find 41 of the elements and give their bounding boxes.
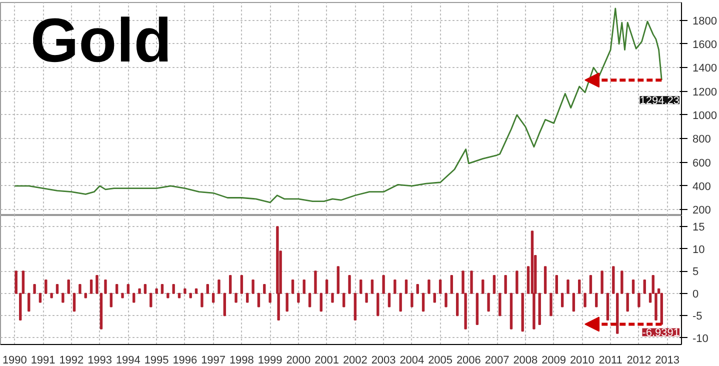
x-tick-label: 1998: [229, 354, 254, 366]
y-tick-label: 1800: [692, 15, 717, 28]
x-tick-label: 2007: [484, 354, 510, 366]
x-tick-label: 2011: [598, 354, 622, 366]
x-tick-label: 2003: [371, 354, 396, 366]
x-tick-label: 1991: [30, 354, 56, 366]
y-tick-label: 800: [692, 134, 711, 146]
x-tick-label: 1992: [59, 354, 84, 366]
y-tick-label: 1000: [692, 110, 717, 122]
y-tick-label: 0: [692, 288, 699, 300]
x-tick-label: 2002: [342, 354, 368, 366]
x-tick-label: 1996: [172, 354, 198, 366]
x-tick-label: 2004: [400, 354, 424, 366]
y-tick-label: 1200: [692, 86, 717, 98]
y-tick-label: 15: [692, 222, 705, 234]
x-tick-label: 2001: [314, 354, 340, 366]
x-tick-label: 2010: [570, 354, 594, 366]
y-tick-label: -5: [692, 310, 702, 323]
annotation: -6.9391: [642, 327, 680, 340]
x-tick-label: 2000: [286, 354, 311, 366]
x-tick-label: 1990: [2, 354, 27, 366]
x-tick-label: 1997: [201, 354, 226, 366]
y-tick-label: 1400: [692, 62, 717, 75]
y-tick-label: 600: [692, 157, 711, 170]
y-tick-label: 200: [692, 204, 711, 217]
y-tick-label: 1600: [692, 38, 717, 51]
y-tick-label: -10: [692, 332, 708, 345]
y-tick-label: 5: [692, 266, 699, 278]
x-tick-label: 2008: [513, 354, 538, 366]
x-tick-label: 1993: [88, 354, 112, 366]
x-tick-label: 2009: [542, 354, 566, 366]
x-tick-label: 2012: [626, 354, 652, 366]
x-tick-label: 1999: [258, 354, 282, 366]
y-tick-label: 400: [692, 180, 711, 193]
x-tick-label: 2006: [456, 354, 481, 366]
y-tick-label: 10: [692, 244, 705, 256]
chart-title: Gold: [30, 6, 172, 76]
x-tick-label: 1995: [144, 354, 169, 366]
x-tick-label: 2013: [655, 354, 680, 366]
x-tick-label: 2005: [428, 354, 453, 366]
x-tick-label: 1994: [116, 354, 140, 366]
